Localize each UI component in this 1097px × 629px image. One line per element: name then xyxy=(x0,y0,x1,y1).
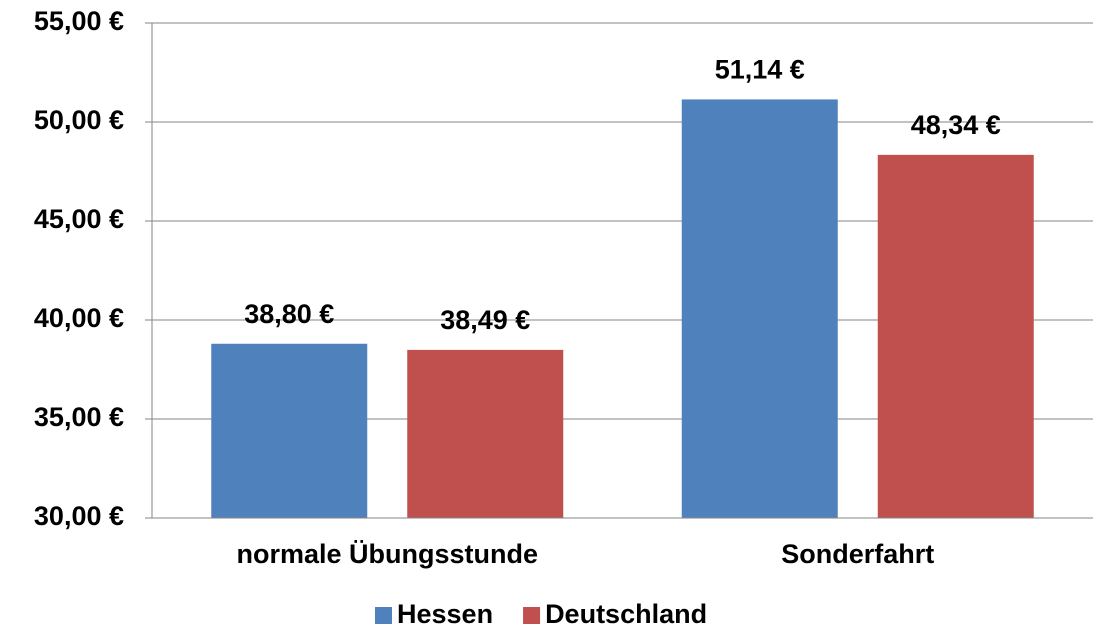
legend-label: Hessen xyxy=(397,599,493,629)
legend-label: Deutschland xyxy=(545,599,707,629)
value-label: 48,34 € xyxy=(911,110,1001,140)
value-label: 38,49 € xyxy=(440,305,530,335)
value-label: 51,14 € xyxy=(715,55,805,85)
bar xyxy=(211,343,368,518)
y-tick-label: 30,00 € xyxy=(34,501,124,531)
value-label: 38,80 € xyxy=(244,299,334,329)
y-tick-label: 40,00 € xyxy=(34,303,124,333)
bar xyxy=(877,154,1034,519)
legend-swatch xyxy=(523,607,541,624)
y-tick-label: 35,00 € xyxy=(34,402,124,432)
legend-swatch xyxy=(375,607,392,624)
y-tick-label: 50,00 € xyxy=(34,105,124,135)
bar xyxy=(681,99,838,518)
x-tick-label: Sonderfahrt xyxy=(781,539,934,569)
x-tick-label: normale Übungsstunde xyxy=(236,539,538,569)
y-tick-label: 55,00 € xyxy=(34,6,124,36)
y-tick-label: 45,00 € xyxy=(34,204,124,234)
bar xyxy=(407,349,564,518)
